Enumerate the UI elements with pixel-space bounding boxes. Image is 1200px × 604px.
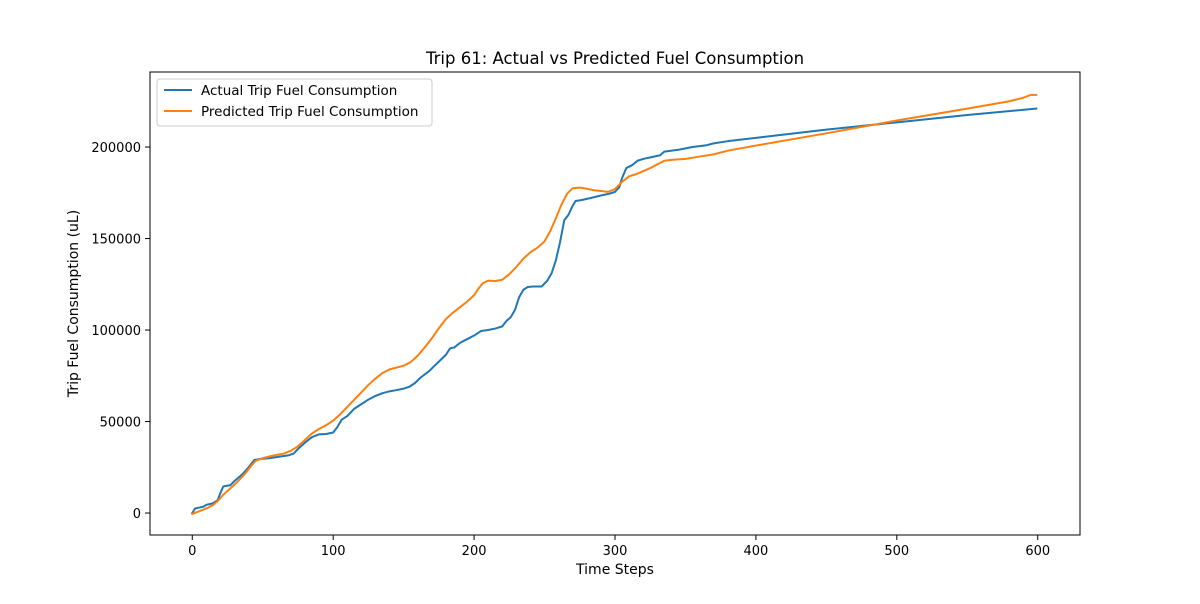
x-tick-label: 300 [603,544,628,559]
legend: Actual Trip Fuel Consumption Predicted T… [156,78,433,127]
y-tick-label: 100000 [91,324,141,339]
y-tick-label: 150000 [91,233,141,248]
legend-box [156,78,433,127]
y-tick-label: 0 [133,507,141,522]
plot-frame [149,71,1081,536]
legend-label-actual: Actual Trip Fuel Consumption [201,83,397,99]
chart-title: Trip 61: Actual vs Predicted Fuel Consum… [425,49,804,68]
y-axis-ticks: 0 50000 100000 150000 200000 [91,141,150,522]
x-tick-label: 100 [321,544,346,559]
x-axis-ticks: 0 100 200 300 400 500 600 [188,535,1050,559]
y-axis-label: Trip Fuel Consumption (uL) [66,210,82,398]
x-tick-label: 200 [462,544,487,559]
x-tick-label: 400 [743,544,768,559]
x-axis-label: Time Steps [575,562,654,578]
series-line-predicted [190,93,1038,516]
y-tick-label: 50000 [100,416,141,431]
series-group [190,93,1038,516]
x-tick-label: 600 [1025,544,1050,559]
x-tick-label: 500 [884,544,909,559]
series-line-actual [190,107,1038,515]
legend-label-predicted: Predicted Trip Fuel Consumption [201,104,418,120]
x-tick-label: 0 [188,544,196,559]
y-tick-label: 200000 [91,141,141,156]
